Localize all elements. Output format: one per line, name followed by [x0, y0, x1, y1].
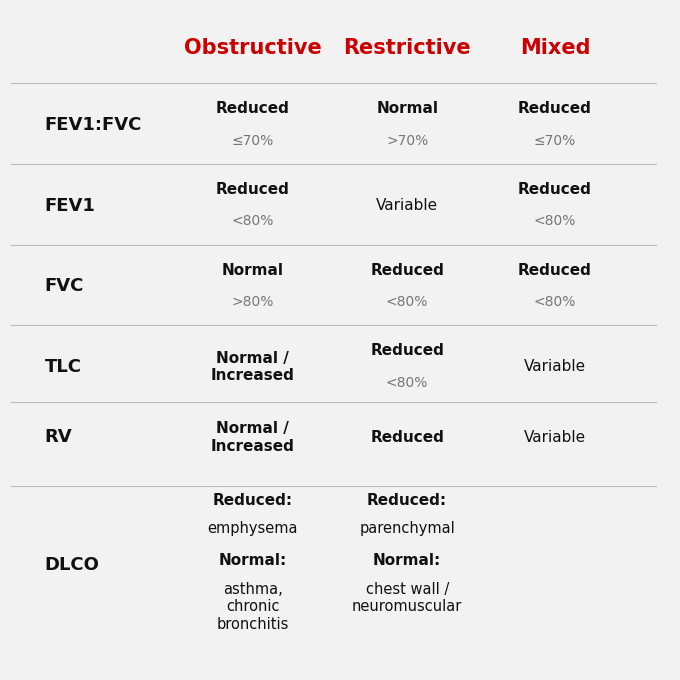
Text: <80%: <80%: [534, 295, 576, 309]
Text: Variable: Variable: [524, 359, 586, 375]
Text: DLCO: DLCO: [44, 556, 99, 574]
Text: Normal /
Increased: Normal / Increased: [211, 351, 294, 383]
Text: Reduced: Reduced: [370, 262, 444, 277]
Text: RV: RV: [44, 428, 72, 446]
Text: Reduced: Reduced: [518, 182, 592, 197]
Text: Reduced: Reduced: [370, 343, 444, 358]
Text: Reduced: Reduced: [216, 101, 290, 116]
Text: ≤70%: ≤70%: [534, 134, 576, 148]
Text: emphysema: emphysema: [207, 522, 298, 537]
Text: Reduced: Reduced: [518, 101, 592, 116]
Text: Obstructive: Obstructive: [184, 38, 322, 58]
Text: Normal /
Increased: Normal / Increased: [211, 421, 294, 454]
Text: Reduced: Reduced: [370, 430, 444, 445]
Text: Reduced: Reduced: [216, 182, 290, 197]
Text: Normal:: Normal:: [373, 554, 441, 568]
Text: Variable: Variable: [524, 430, 586, 445]
Text: Normal: Normal: [376, 101, 438, 116]
Text: <80%: <80%: [534, 214, 576, 228]
Text: TLC: TLC: [44, 358, 82, 376]
Text: FEV1:FVC: FEV1:FVC: [44, 116, 142, 134]
Text: parenchymal: parenchymal: [359, 522, 455, 537]
Text: <80%: <80%: [386, 375, 428, 390]
Text: <80%: <80%: [386, 295, 428, 309]
Text: Reduced:: Reduced:: [367, 493, 447, 508]
Text: asthma,
chronic
bronchitis: asthma, chronic bronchitis: [216, 582, 289, 632]
Text: ≤70%: ≤70%: [232, 134, 274, 148]
Text: Normal: Normal: [222, 262, 284, 277]
Text: Normal:: Normal:: [218, 554, 287, 568]
Text: Reduced:: Reduced:: [213, 493, 293, 508]
Text: FVC: FVC: [44, 277, 84, 295]
Text: Variable: Variable: [376, 198, 438, 213]
Text: <80%: <80%: [231, 214, 274, 228]
Text: >70%: >70%: [386, 134, 428, 148]
Text: Mixed: Mixed: [520, 38, 590, 58]
Text: FEV1: FEV1: [44, 197, 95, 215]
Text: chest wall /
neuromuscular: chest wall / neuromuscular: [352, 582, 462, 614]
Text: Restrictive: Restrictive: [343, 38, 471, 58]
Text: Reduced: Reduced: [518, 262, 592, 277]
Text: >80%: >80%: [231, 295, 274, 309]
